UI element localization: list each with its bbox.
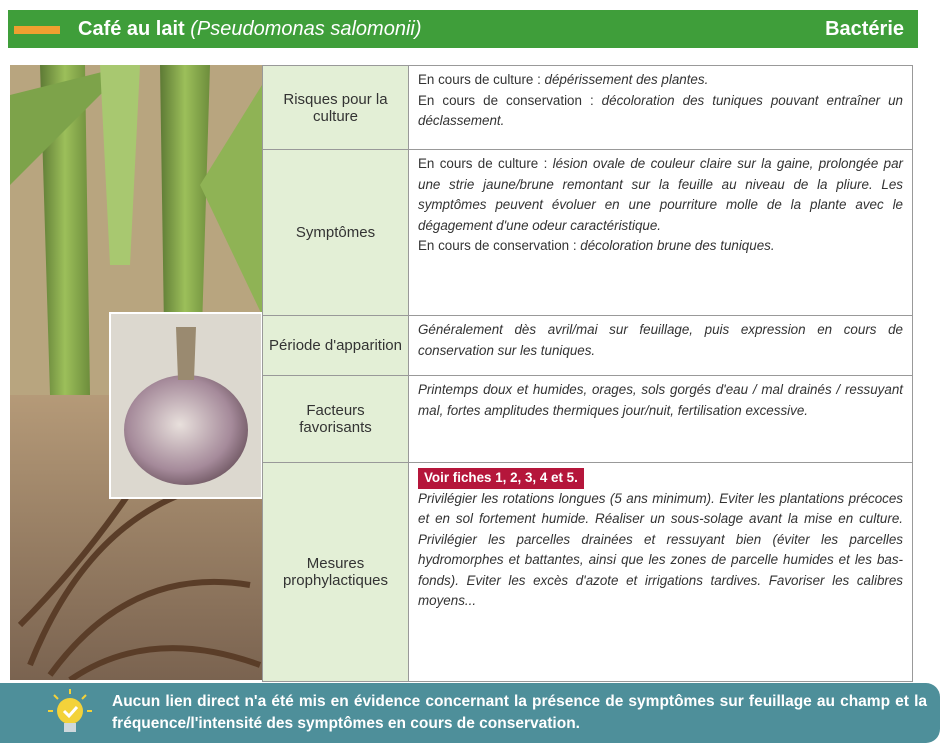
row-content: Voir fiches 1, 2, 3, 4 et 5. Privilégier … bbox=[409, 463, 912, 681]
category-tag: Bactérie bbox=[825, 18, 904, 40]
paragraph-prefix: En cours de culture : bbox=[418, 156, 553, 171]
paragraph-text: Printemps doux et humides, orages, sols … bbox=[418, 382, 903, 418]
paragraph: En cours de conservation : décoloration … bbox=[418, 91, 903, 132]
paragraph-text: décoloration des tuniques pouvant entraî… bbox=[418, 92, 903, 129]
row-label: Symptômes bbox=[262, 150, 409, 315]
leaf bbox=[100, 65, 140, 265]
row-content: En cours de culture : dépérissement des … bbox=[409, 66, 912, 149]
leaf bbox=[200, 85, 262, 315]
paragraph: En cours de conservation : décoloration … bbox=[418, 236, 903, 257]
info-table: Risques pour la culture En cours de cultu… bbox=[262, 65, 913, 682]
row-label: Facteurs favorisants bbox=[262, 376, 409, 462]
paragraph: Généralement dès avril/mai sur feuillage… bbox=[418, 320, 903, 361]
reference-highlight: Voir fiches 1, 2, 3, 4 et 5. bbox=[418, 468, 584, 489]
row-label: Risques pour la culture bbox=[262, 66, 409, 149]
table-row: Symptômes En cours de culture : lésion ov… bbox=[262, 150, 913, 316]
paragraph-prefix: En cours de culture : bbox=[418, 72, 545, 87]
table-row: Période d'apparition Généralement dès avr… bbox=[262, 316, 913, 376]
row-content: Printemps doux et humides, orages, sols … bbox=[409, 376, 912, 462]
table-row: Facteurs favorisants Printemps doux et hu… bbox=[262, 376, 913, 463]
paragraph-text: Privilégier les rotations longues (5 ans… bbox=[418, 490, 903, 609]
paragraph-text: dépérissement des plantes. bbox=[544, 72, 709, 87]
bulb-neck bbox=[176, 327, 196, 380]
table-row: Risques pour la culture En cours de cultu… bbox=[262, 66, 913, 150]
paragraph-prefix: En cours de conservation : bbox=[418, 238, 581, 253]
row-content: En cours de culture : lésion ovale de co… bbox=[409, 150, 912, 315]
table-row: Mesures prophylactiques Voir fiches 1, 2,… bbox=[262, 463, 913, 682]
paragraph: En cours de culture : lésion ovale de co… bbox=[418, 154, 903, 236]
header-bar: Café au lait (Pseudomonas salomonii) Bac… bbox=[8, 10, 918, 48]
paragraph: Privilégier les rotations longues (5 ans… bbox=[418, 489, 903, 612]
paragraph-text: décoloration brune des tuniques. bbox=[580, 238, 775, 253]
paragraph-prefix: En cours de conservation : bbox=[418, 92, 602, 108]
header-accent bbox=[14, 26, 60, 34]
dry-leaves bbox=[17, 443, 262, 680]
paragraph-text: Généralement dès avril/mai sur feuillage… bbox=[418, 322, 903, 358]
row-label: Mesures prophylactiques bbox=[262, 463, 409, 681]
row-content: Généralement dès avril/mai sur feuillage… bbox=[409, 316, 912, 375]
photos bbox=[10, 65, 262, 680]
garlic-stem bbox=[40, 65, 90, 395]
row-label: Période d'apparition bbox=[262, 316, 409, 375]
garlic-bulb bbox=[124, 375, 248, 485]
paragraph: En cours de culture : dépérissement des … bbox=[418, 70, 903, 91]
lightbulb-icon bbox=[48, 689, 92, 732]
title: Café au lait (Pseudomonas salomonii) bbox=[78, 18, 422, 41]
paragraph-text: lésion ovale de couleur claire sur la ga… bbox=[418, 156, 903, 233]
note-box: Aucun lien direct n'a été mis en évidenc… bbox=[0, 683, 940, 743]
note-text: Aucun lien direct n'a été mis en évidenc… bbox=[112, 693, 927, 732]
subtitle: (Pseudomonas salomonii) bbox=[190, 18, 422, 40]
paragraph: Printemps doux et humides, orages, sols … bbox=[418, 380, 903, 421]
title-text: Café au lait bbox=[78, 18, 185, 40]
leaf bbox=[10, 65, 130, 185]
